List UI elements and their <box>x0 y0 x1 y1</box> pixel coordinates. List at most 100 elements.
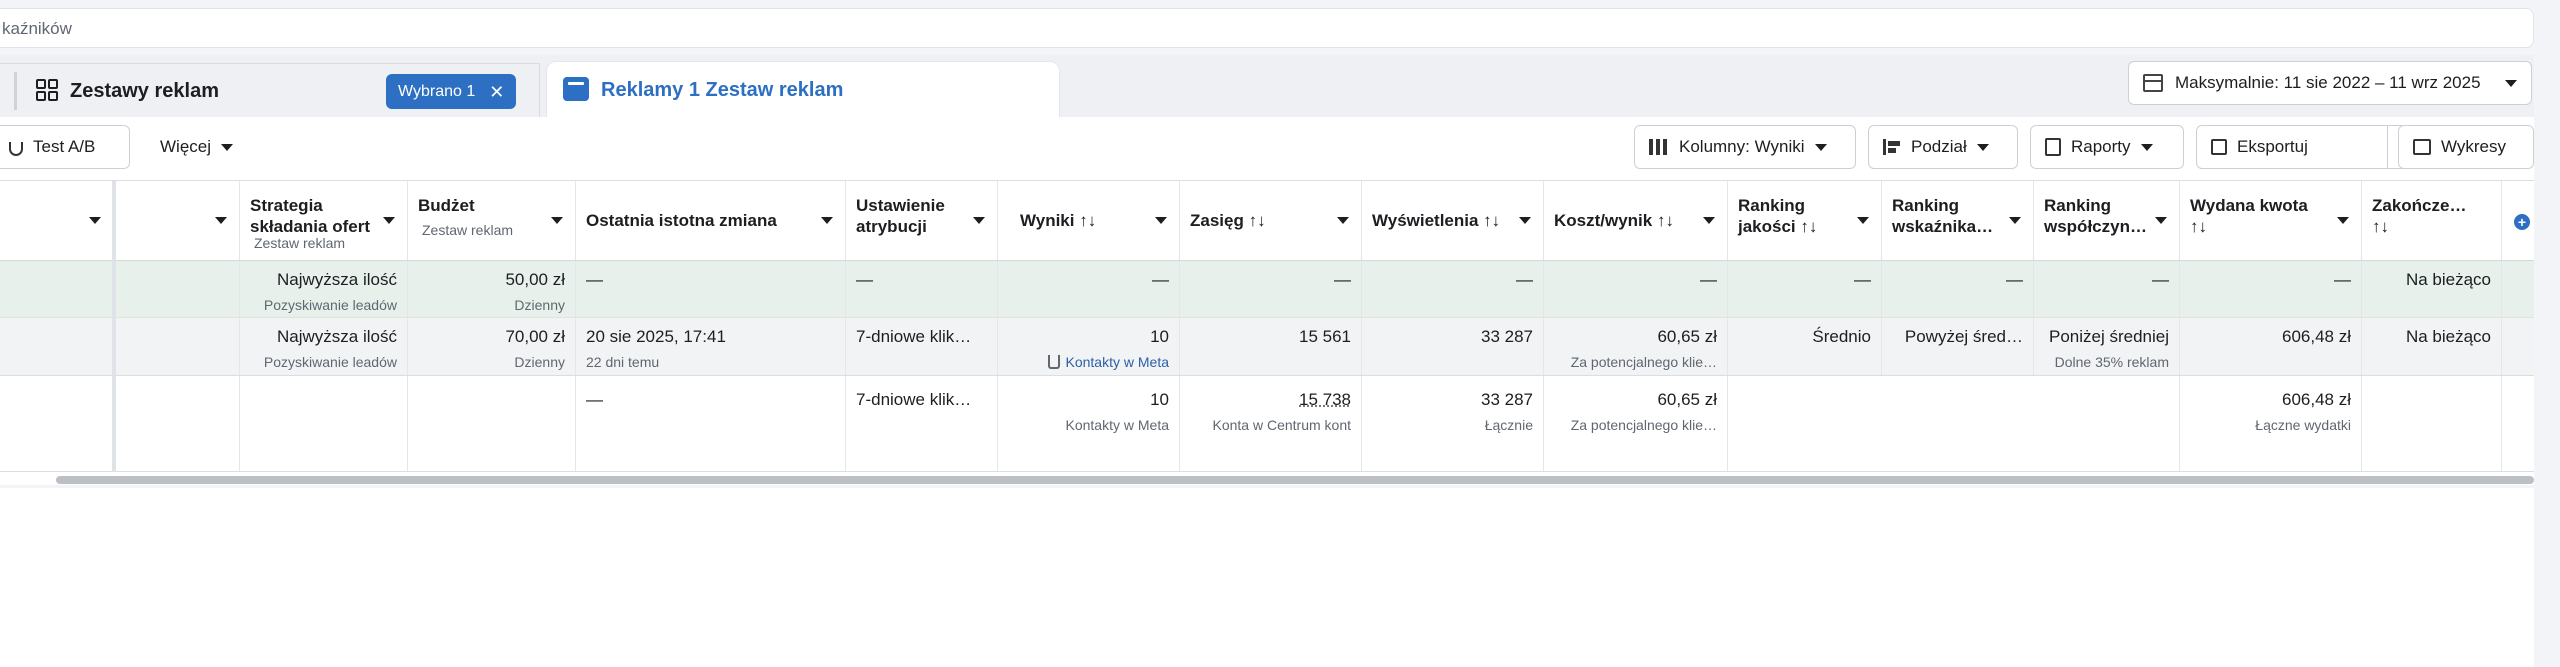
totals-impressions: 33 287 <box>1481 390 1533 409</box>
date-range-label: Maksymalnie: 11 sie 2022 – 11 wrz 2025 <box>2175 73 2481 92</box>
budget-value: 50,00 zł <box>505 270 565 289</box>
conversion-value: Poniżej średniej <box>2048 327 2169 346</box>
engagement-cell <box>1882 376 2034 471</box>
chevron-down-icon <box>2505 79 2517 87</box>
results-cell: 10 Kontakty w Meta <box>998 318 1180 375</box>
budget-cell <box>408 376 576 471</box>
quality-cell <box>1728 376 1882 471</box>
date-range-button[interactable]: Maksymalnie: 11 sie 2022 – 11 wrz 2025 <box>2128 61 2532 105</box>
reach-cell: — <box>1180 261 1362 317</box>
table-row[interactable]: Najwyższa ilość Pozyskiwanie leadów 50,0… <box>0 261 2534 318</box>
chevron-down-icon <box>383 217 395 224</box>
impressions-value: 33 287 <box>1481 327 1533 346</box>
columns-icon <box>1649 139 1669 155</box>
columns-label: Kolumny: Wyniki <box>1679 137 1805 156</box>
budget-cell[interactable]: 50,00 zł Dzienny <box>408 261 576 317</box>
quality-value: Średnio <box>1812 327 1871 346</box>
cost-sub: Za potencjalnego klie… <box>1570 354 1717 370</box>
name-cell <box>0 318 114 375</box>
engagement-cell: — <box>1882 261 2034 317</box>
ab-test-button[interactable]: Test A/B <box>0 125 130 169</box>
empty-area <box>0 488 2534 667</box>
reach-value: — <box>1334 270 1351 289</box>
chevron-down-icon <box>2009 217 2021 224</box>
search-input-text: kaźników <box>2 19 72 38</box>
header-budget[interactable]: Budżet Zestaw reklam <box>408 181 576 260</box>
table-row[interactable]: Najwyższa ilość Pozyskiwanie leadów 70,0… <box>0 318 2534 376</box>
export-button[interactable]: Eksportuj <box>2196 125 2388 169</box>
export-label: Eksportuj <box>2237 137 2308 156</box>
charts-button[interactable]: Wykresy <box>2398 125 2534 169</box>
totals-attribution: 7-dniowe klik… <box>856 390 972 409</box>
results-sub[interactable]: Kontakty w Meta <box>1047 354 1170 370</box>
header-name-column[interactable] <box>0 181 114 260</box>
attribution-value: 7-dniowe klik… <box>856 327 972 346</box>
chevron-down-icon <box>2337 217 2349 224</box>
header-strategy[interactable]: Strategia składania ofert Zestaw reklam <box>240 181 408 260</box>
header-cost-per-result[interactable]: Koszt/wynik ↑↓ <box>1544 181 1728 260</box>
totals-reach[interactable]: 15 738 <box>1299 390 1351 409</box>
ends-value: Na bieżąco <box>2405 327 2491 346</box>
chevron-down-icon <box>2155 217 2167 224</box>
last-change-value: 20 sie 2025, 17:41 <box>586 327 726 346</box>
header-impressions-label: Wyświetlenia ↑↓ <box>1372 211 1501 230</box>
ad-icon <box>563 77 589 101</box>
budget-value: 70,00 zł <box>505 327 565 346</box>
columns-button[interactable]: Kolumny: Wyniki <box>1634 125 1856 169</box>
budget-sub: Dzienny <box>514 354 565 370</box>
tab-ad-sets[interactable]: Zestawy reklam Wybrano 1 ✕ <box>0 63 540 117</box>
header-results[interactable]: Wyniki ↑↓ <box>998 181 1180 260</box>
breakdown-button[interactable]: Podział <box>1868 125 2018 169</box>
chevron-down-icon <box>1337 217 1349 224</box>
header-conversion-ranking[interactable]: Ranking współczyn… <box>2034 181 2180 260</box>
add-column-icon[interactable]: + <box>2514 214 2530 230</box>
search-input[interactable]: kaźników <box>0 8 2534 48</box>
header-quality-ranking[interactable]: Ranking jakości ↑↓ <box>1728 181 1882 260</box>
header-delivery-column[interactable] <box>114 181 240 260</box>
cost-cell: — <box>1544 261 1728 317</box>
more-button[interactable]: Więcej <box>146 125 248 169</box>
reports-icon <box>2045 138 2061 156</box>
budget-cell[interactable]: 70,00 zł Dzienny <box>408 318 576 375</box>
reach-value: 15 561 <box>1299 327 1351 346</box>
cost-value: — <box>1700 270 1717 289</box>
engagement-value: Powyżej śred… <box>1904 327 2023 346</box>
last-change-cell[interactable]: 20 sie 2025, 17:41 22 dni temu <box>576 318 846 375</box>
scrollbar-thumb[interactable] <box>56 476 2534 484</box>
header-strategy-label: Strategia składania ofert <box>250 196 370 236</box>
impressions-cell: — <box>1362 261 1544 317</box>
close-icon[interactable]: ✕ <box>489 81 505 102</box>
totals-row: — 7-dniowe klik… 10 Kontakty w Meta 15 7… <box>0 376 2534 472</box>
header-amount-spent[interactable]: Wydana kwota ↑↓ <box>2180 181 2362 260</box>
tab-ads-label: Reklamy 1 Zestaw reklam <box>601 79 844 101</box>
totals-spent-sub: Łączne wydatki <box>2255 417 2351 433</box>
header-last-change[interactable]: Ostatnia istotna zmiana <box>576 181 846 260</box>
tab-ad-sets-label: Zestawy reklam <box>70 80 219 102</box>
header-budget-sub: Zestaw reklam <box>422 222 514 238</box>
chevron-down-icon <box>221 143 234 151</box>
cost-cell: 60,65 zł Za potencjalnego klie… <box>1544 376 1728 471</box>
header-engagement-ranking[interactable]: Ranking wskaźnika… <box>1882 181 2034 260</box>
header-impressions[interactable]: Wyświetlenia ↑↓ <box>1362 181 1544 260</box>
ends-cell: Na bieżąco <box>2362 318 2502 375</box>
frozen-column-divider[interactable] <box>112 181 116 472</box>
last-change-value: — <box>586 270 603 289</box>
selected-filter-chip[interactable]: Wybrano 1 ✕ <box>386 74 517 109</box>
quality-cell: — <box>1728 261 1882 317</box>
header-ends-label: Zakończe… ↑↓ <box>2372 196 2467 236</box>
chevron-down-icon <box>1857 217 1869 224</box>
reports-button[interactable]: Raporty <box>2030 125 2184 169</box>
name-cell <box>0 376 114 471</box>
tab-ads[interactable]: Reklamy 1 Zestaw reklam <box>546 61 1060 117</box>
header-attribution[interactable]: Ustawienie atrybucji <box>846 181 998 260</box>
ab-test-label: Test A/B <box>33 137 96 156</box>
header-budget-label: Budżet <box>418 196 475 215</box>
calendar-icon <box>2143 74 2163 92</box>
strategy-cell: Najwyższa ilość Pozyskiwanie leadów <box>240 261 408 317</box>
header-ends[interactable]: Zakończe… ↑↓ <box>2362 181 2502 260</box>
quality-cell: Średnio <box>1728 318 1882 375</box>
header-reach[interactable]: Zasięg ↑↓ <box>1180 181 1362 260</box>
strategy-sub: Pozyskiwanie leadów <box>263 297 397 313</box>
impressions-cell: 33 287 <box>1362 318 1544 375</box>
results-sub-label: Kontakty w Meta <box>1065 354 1170 370</box>
